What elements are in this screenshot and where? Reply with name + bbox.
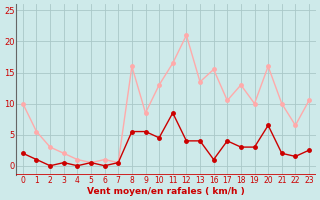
X-axis label: Vent moyen/en rafales ( km/h ): Vent moyen/en rafales ( km/h ) (87, 187, 245, 196)
